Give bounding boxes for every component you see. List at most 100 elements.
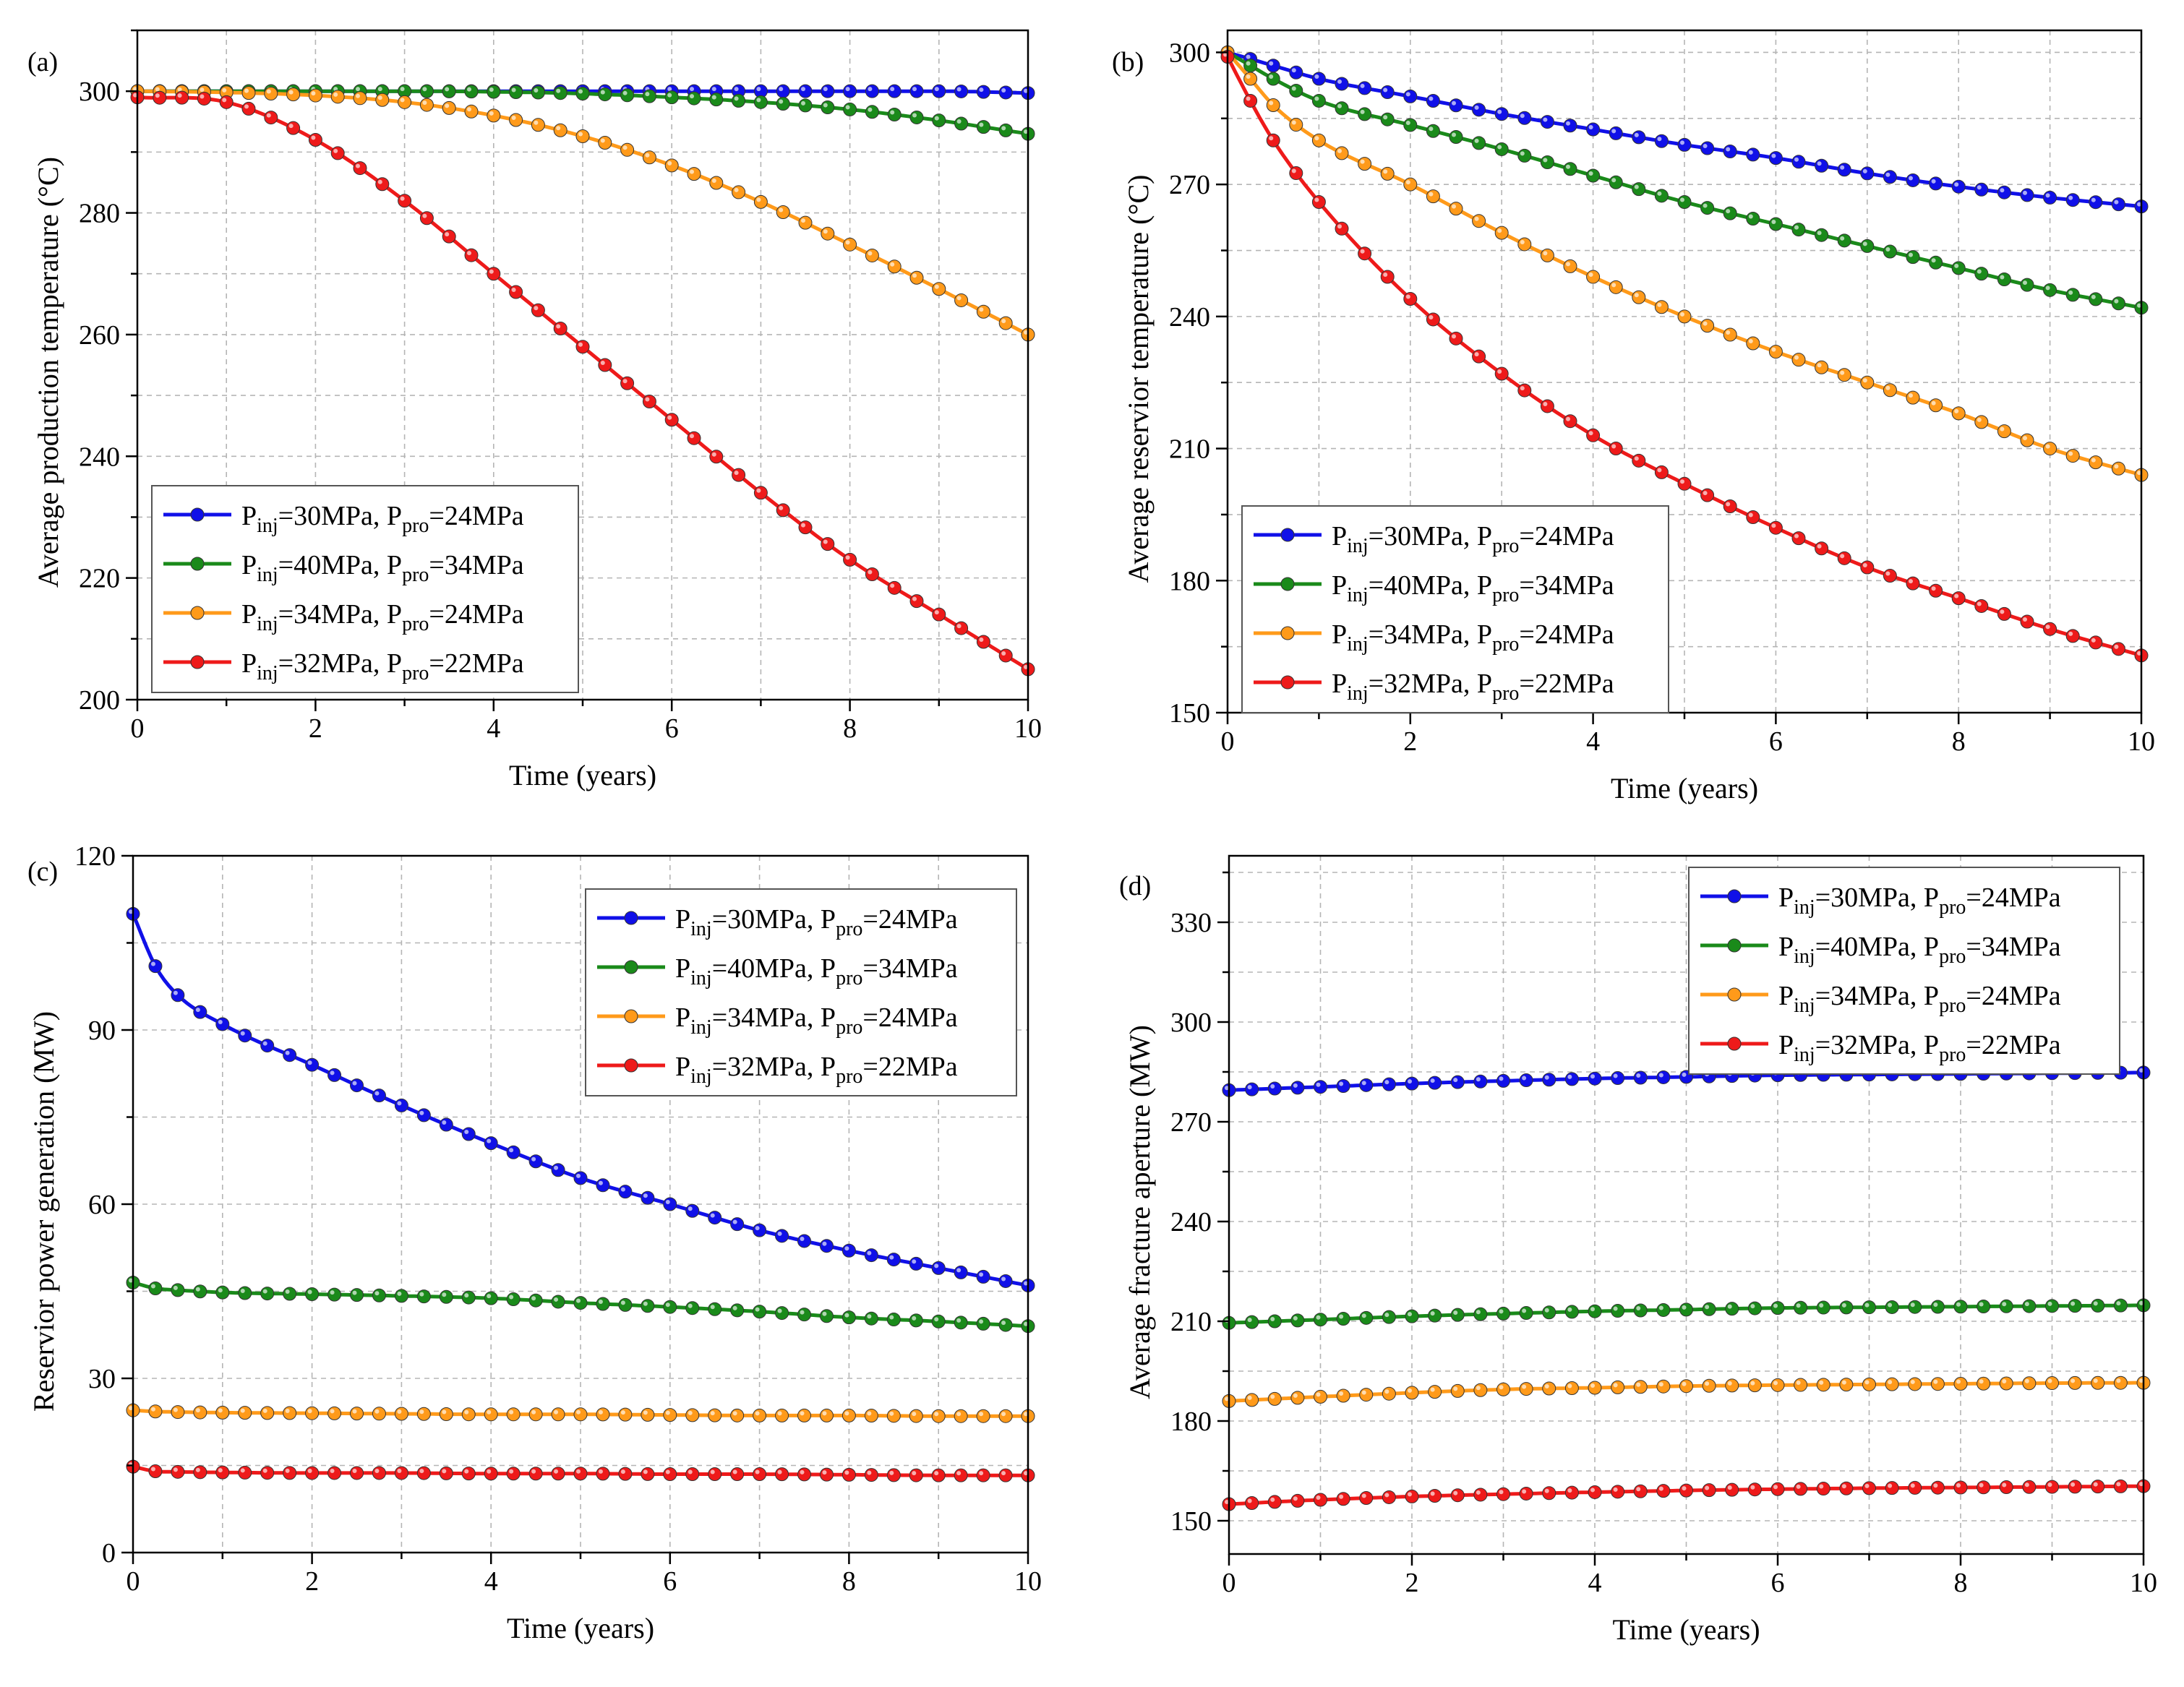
data-point [305, 1466, 320, 1480]
data-point-highlight [489, 111, 494, 116]
data-point-highlight [934, 87, 939, 92]
data-point-highlight [1225, 1500, 1229, 1504]
data-point [553, 321, 568, 335]
data-point-highlight [1453, 1386, 1458, 1391]
data-point [1314, 1080, 1327, 1094]
data-point-highlight [177, 93, 182, 98]
y-tick-label: 200 [79, 685, 120, 716]
data-point [709, 93, 724, 107]
data-point [171, 988, 185, 1003]
data-point-highlight [1360, 159, 1365, 164]
data-point [375, 93, 390, 107]
data-point-highlight [1430, 1491, 1435, 1496]
data-point [753, 1408, 767, 1422]
data-point [998, 85, 1013, 100]
data-point-highlight [509, 1409, 514, 1415]
data-point [241, 101, 256, 116]
data-point [909, 84, 924, 98]
data-point [1609, 175, 1623, 189]
data-point [663, 1408, 677, 1422]
data-point-highlight [1453, 1078, 1458, 1083]
data-point [573, 1407, 588, 1422]
data-point [954, 116, 969, 131]
y-tick-label: 60 [88, 1190, 116, 1220]
data-point-highlight [173, 1285, 178, 1290]
legend-text: P [821, 1052, 836, 1082]
data-point [1746, 212, 1760, 226]
data-point-highlight [645, 397, 650, 402]
data-point-highlight [1567, 1074, 1572, 1079]
legend-subscript: inj [1347, 535, 1369, 557]
data-point-highlight [1954, 408, 1959, 413]
data-point [464, 85, 479, 99]
data-point-highlight [374, 1091, 380, 1096]
data-point-highlight [2139, 1068, 2144, 1073]
data-point-highlight [956, 624, 962, 629]
x-tick-label: 2 [305, 1566, 319, 1597]
data-point-highlight [1314, 197, 1319, 202]
data-point [864, 1468, 878, 1482]
data-point [865, 84, 879, 98]
data-point [1974, 182, 1989, 197]
legend-text: P [387, 501, 402, 531]
legend-text: P [675, 953, 690, 984]
data-point [1540, 248, 1554, 262]
data-point [1494, 142, 1509, 156]
data-point [372, 1466, 386, 1480]
data-point [2045, 1376, 2059, 1391]
data-point-highlight [1841, 1484, 1846, 1489]
data-point [1564, 1485, 1579, 1500]
data-point-highlight [1977, 417, 1982, 422]
legend-subscript: pro [402, 613, 429, 635]
data-point-highlight [756, 98, 761, 103]
data-point-highlight [688, 1206, 693, 1211]
data-point [439, 1466, 453, 1480]
data-point [1380, 270, 1395, 284]
data-point-highlight [285, 1050, 290, 1055]
x-tick-label: 0 [1222, 1568, 1236, 1598]
data-point-highlight [177, 87, 182, 92]
legend-label: Pinj=34MPa, Ppro=24MPa [1332, 619, 1614, 656]
data-point-highlight [622, 379, 628, 384]
data-point-highlight [1384, 1389, 1389, 1394]
data-point [776, 205, 790, 219]
y-axis-title: Average fracture aperture (MW) [1123, 1025, 1156, 1399]
data-point [1656, 1070, 1671, 1084]
data-point [596, 1297, 610, 1311]
data-point [1656, 1484, 1671, 1498]
data-point-highlight [1909, 176, 1913, 181]
data-point-highlight [822, 1241, 827, 1246]
data-point [1290, 1391, 1305, 1405]
data-point-highlight [1680, 479, 1684, 484]
data-point-highlight [1497, 228, 1502, 233]
legend-text: =34MPa [1966, 932, 2060, 962]
data-point-highlight [2139, 1482, 2144, 1487]
legend-text: =24MPa [1966, 883, 2060, 913]
data-point [2089, 195, 2103, 210]
legend-text: =30MPa, [1369, 521, 1477, 551]
data-point [1999, 1480, 2013, 1495]
data-point-highlight [711, 87, 716, 92]
data-point [1245, 1495, 1259, 1510]
legend-text: =24MPa [862, 904, 957, 935]
data-point [932, 607, 946, 622]
data-point [819, 1467, 834, 1482]
data-point [1885, 1300, 1899, 1314]
data-point [264, 86, 278, 100]
data-point [1929, 176, 1943, 191]
data-point-highlight [1001, 1276, 1006, 1282]
data-point [1839, 1300, 1854, 1315]
data-point-highlight [711, 452, 716, 457]
data-point-highlight [200, 94, 205, 99]
x-tick-label: 8 [1952, 726, 1966, 757]
data-point [909, 1313, 923, 1328]
data-point [330, 90, 345, 104]
data-point [1517, 383, 1532, 398]
data-point [1358, 157, 1372, 171]
data-point [732, 93, 746, 108]
data-point [753, 486, 768, 500]
legend-text: P [1924, 883, 1939, 913]
legend-subscript: inj [257, 515, 278, 537]
data-point [1473, 1307, 1488, 1321]
data-point [416, 1108, 431, 1122]
